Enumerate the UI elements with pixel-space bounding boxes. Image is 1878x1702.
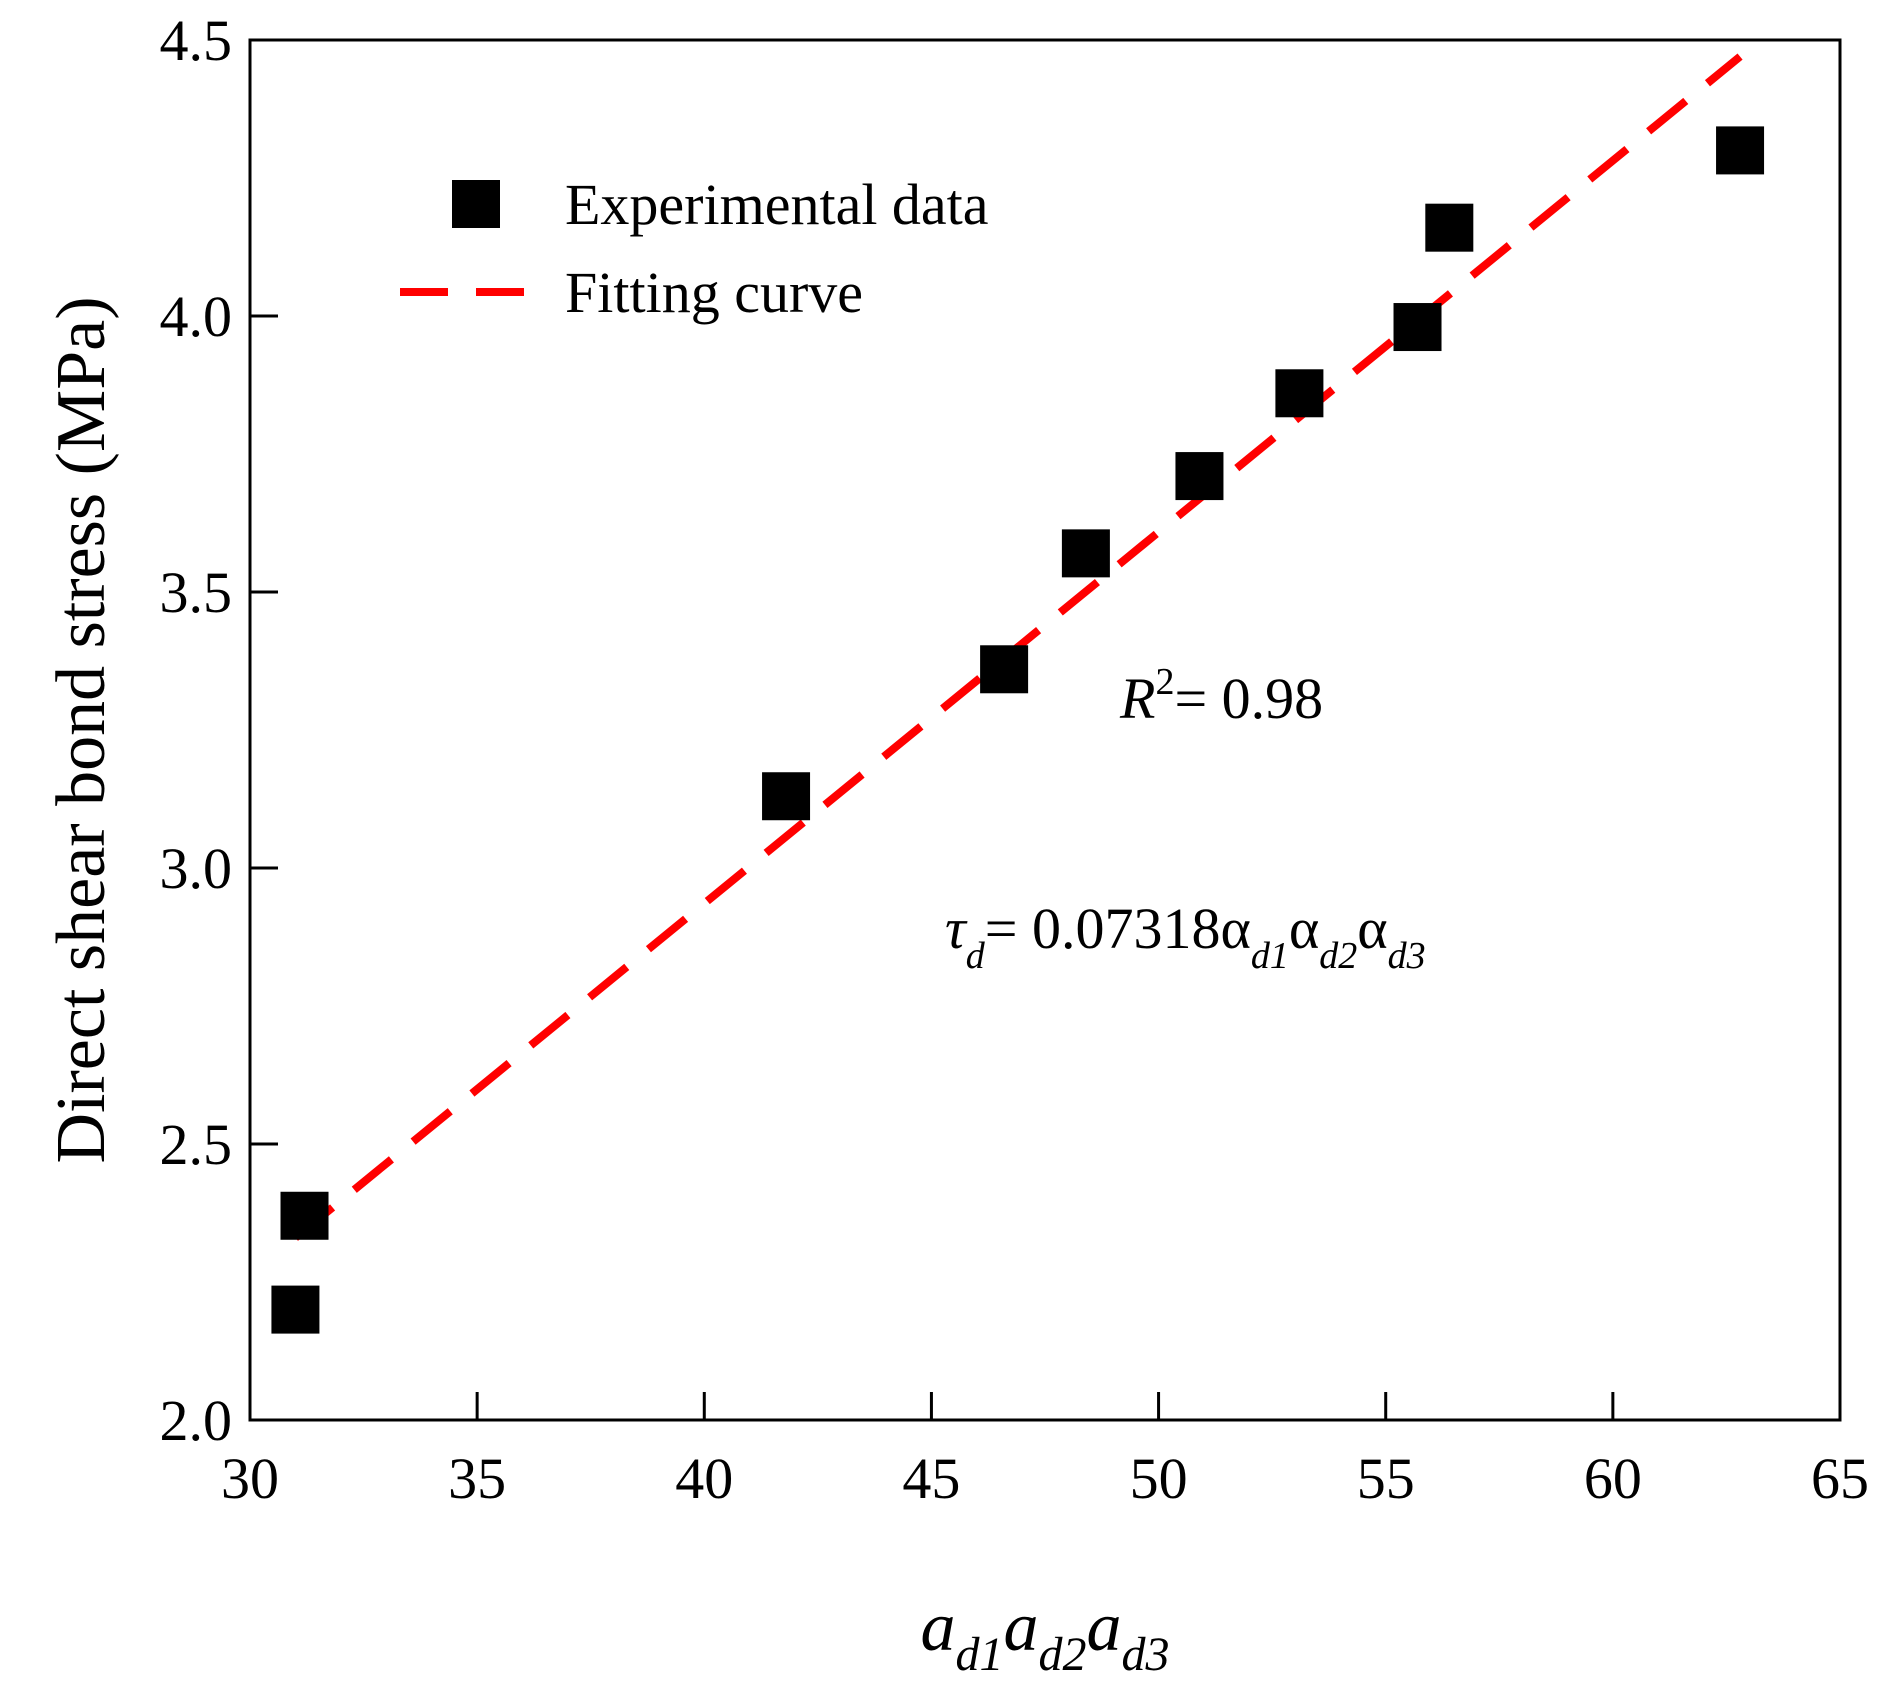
data-point-6 (1175, 452, 1224, 501)
y-tick-label-2.5: 2.5 (160, 1112, 233, 1177)
r-squared-sup: 2 (1155, 661, 1174, 703)
y-tick-label-3.0: 3.0 (160, 836, 233, 901)
tick-labels: 30 35 40 45 50 55 60 65 2.0 2.5 3.0 3.5 4.0 4.5 (160, 8, 1870, 1511)
legend: Experimental data Fitting curve (400, 172, 989, 325)
y-tick-label-2.0: 2.0 (160, 1388, 233, 1453)
data-point-1 (271, 1285, 320, 1334)
x-tick-label-40: 40 (675, 1446, 733, 1511)
equation-factor-3-sub: d3 (1388, 935, 1426, 977)
data-point-8 (1393, 303, 1442, 352)
fit-equation-annotation: τd= 0.07318αd1αd2αd3 (945, 896, 1426, 977)
x-title-sub-2: d2 (1039, 1628, 1087, 1681)
x-tick-label-55: 55 (1357, 1446, 1415, 1511)
data-point-2 (280, 1191, 329, 1240)
equation-factor-1: α (1220, 896, 1250, 961)
x-tick-label-50: 50 (1130, 1446, 1188, 1511)
equation-factor-1-sub: d1 (1251, 935, 1289, 977)
equation-lhs: τ (945, 896, 968, 961)
equation-factor-2: α (1289, 896, 1319, 961)
legend-marker-experimental (452, 180, 500, 228)
y-tick-label-4.5: 4.5 (160, 8, 233, 73)
data-point-9 (1425, 203, 1474, 252)
x-tick-label-35: 35 (448, 1446, 506, 1511)
x-title-part-1: a (921, 1589, 956, 1666)
x-axis-title: ad1ad2ad3 (921, 1589, 1170, 1681)
x-title-part-3: a (1087, 1589, 1122, 1666)
x-tick-label-60: 60 (1584, 1446, 1642, 1511)
data-point-3 (762, 772, 811, 821)
x-title-sub-1: d1 (956, 1628, 1004, 1681)
equation-factor-3: α (1357, 896, 1387, 961)
x-tick-label-30: 30 (221, 1446, 279, 1511)
data-point-5 (1061, 529, 1110, 578)
r-squared-annotation: R2= 0.98 (1119, 661, 1323, 731)
equation-lhs-sub: d (966, 935, 986, 977)
y-tick-label-3.5: 3.5 (160, 560, 233, 625)
equation-rhs: = 0.07318 (985, 896, 1221, 961)
experimental-points-layer (271, 126, 1765, 1334)
data-point-4 (980, 645, 1029, 694)
equation-factor-2-sub: d2 (1319, 935, 1357, 977)
r-squared-symbol: R (1119, 666, 1155, 731)
legend-label-experimental: Experimental data (565, 172, 989, 237)
legend-label-fitting: Fitting curve (565, 260, 863, 325)
y-axis-title: Direct shear bond stress (MPa) (43, 296, 120, 1163)
data-point-7 (1275, 369, 1324, 418)
data-point-10 (1716, 126, 1765, 175)
x-tick-label-65: 65 (1811, 1446, 1869, 1511)
plot-frame (248, 38, 1842, 1422)
axis-ticks (250, 314, 1615, 1420)
x-title-part-2: a (1004, 1589, 1039, 1666)
x-tick-label-45: 45 (902, 1446, 960, 1511)
x-title-sub-3: d3 (1122, 1628, 1170, 1681)
r-squared-value: = 0.98 (1174, 666, 1323, 731)
y-tick-label-4.0: 4.0 (160, 284, 233, 349)
